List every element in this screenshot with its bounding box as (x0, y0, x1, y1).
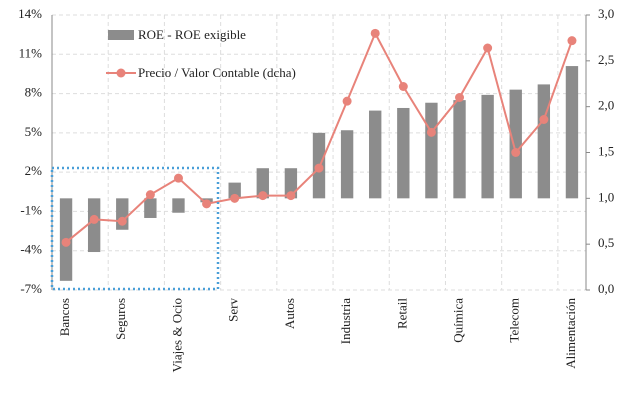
line-point (511, 148, 521, 157)
y2-tick-label: 2,5 (598, 52, 614, 67)
x-tick-label: Bancos (57, 298, 72, 336)
line-point (342, 96, 352, 106)
legend-line-label: Precio / Valor Contable (dcha) (138, 65, 296, 80)
bar (369, 110, 382, 199)
legend-bar-swatch (108, 30, 134, 40)
line-point (202, 199, 212, 209)
line-point (173, 173, 183, 183)
y-tick-label: -7% (20, 281, 42, 296)
bar (256, 168, 269, 199)
y-tick-label: 5% (25, 124, 43, 139)
bar (340, 130, 354, 199)
line-point (117, 216, 127, 226)
bar (397, 107, 410, 199)
y-tick-label: 8% (25, 85, 43, 100)
bar (284, 168, 298, 199)
bar (144, 198, 157, 218)
line-point (483, 43, 493, 53)
y-tick-label: 14% (18, 6, 42, 21)
y-tick-label: 2% (25, 163, 43, 178)
x-tick-label: Alimentación (563, 298, 578, 369)
line-point (145, 190, 155, 200)
y-tick-label: 11% (19, 45, 43, 60)
bar (172, 198, 185, 213)
line-point (455, 93, 465, 102)
line-point (314, 163, 324, 173)
y-tick-label: -4% (20, 242, 42, 257)
legend-line-marker (116, 68, 126, 78)
bar (228, 182, 241, 199)
bar (565, 66, 579, 199)
x-tick-label: Seguros (113, 298, 128, 340)
y2-tick-label: 1,0 (598, 189, 614, 204)
line-point (370, 28, 380, 38)
line-point (426, 127, 436, 137)
x-tick-label: Autos (282, 298, 297, 329)
x-tick-label: Serv (226, 298, 241, 322)
line-point (398, 82, 408, 91)
y2-tick-label: 3,0 (598, 6, 614, 21)
legend-bar-label: ROE - ROE exigible (138, 27, 246, 42)
bar (87, 198, 101, 253)
bar (509, 89, 522, 199)
line-point (286, 191, 296, 201)
line-point (89, 214, 99, 224)
y2-tick-label: 0,5 (598, 235, 614, 250)
y2-tick-label: 0,0 (598, 281, 614, 296)
line-point (567, 36, 577, 46)
x-tick-label: Viajes & Ocio (169, 298, 184, 372)
highlight-box (50, 166, 220, 291)
bar (537, 84, 551, 199)
bar (425, 102, 438, 199)
bar (453, 100, 466, 199)
line-point (61, 237, 71, 247)
line-point (230, 193, 240, 203)
x-tick-label: Industria (338, 298, 353, 344)
x-tick-label: Retail (394, 298, 409, 329)
y-tick-label: -1% (20, 202, 42, 217)
y2-tick-label: 2,0 (598, 98, 614, 113)
bar (481, 94, 494, 199)
line-point (539, 115, 549, 124)
y2-tick-label: 1,5 (598, 143, 614, 158)
line-point (258, 191, 268, 201)
x-tick-label: Química (451, 298, 466, 343)
x-tick-label: Telecom (507, 298, 522, 343)
